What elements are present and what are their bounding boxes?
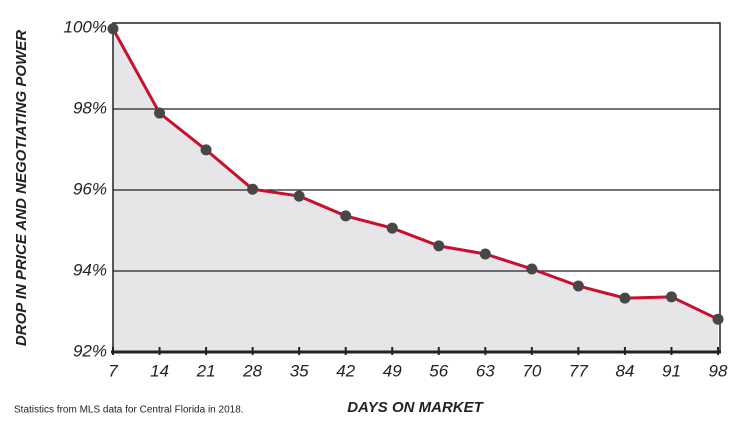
- y-tick-label: 94%: [73, 260, 107, 279]
- point: [526, 263, 538, 275]
- y-tick-label: 100%: [64, 17, 107, 36]
- point: [665, 291, 677, 303]
- point: [154, 107, 166, 119]
- point: [619, 292, 631, 304]
- x-tick-label: 49: [383, 361, 402, 380]
- y-axis-title: DROP IN PRICE AND NEGOTIATING POWER: [13, 30, 30, 346]
- note: Statistics from MLS data for Central Flo…: [14, 405, 244, 416]
- point: [107, 23, 119, 35]
- x-tick-label: 28: [242, 361, 262, 380]
- x-tick-label: 70: [522, 361, 541, 380]
- point: [200, 144, 212, 156]
- y-tick-label: 98%: [73, 98, 107, 117]
- x-tick-label: 7: [108, 361, 118, 380]
- x-tick-label: 91: [662, 361, 681, 380]
- y-tick-label: 92%: [73, 341, 107, 360]
- point: [386, 222, 398, 234]
- x-axis-title: DAYS ON MARKET: [347, 399, 484, 416]
- y-tick-label: 96%: [73, 179, 107, 198]
- x-tick-label: 42: [336, 361, 355, 380]
- x-tick-label: 84: [615, 361, 634, 380]
- x-tick-label: 14: [150, 361, 169, 380]
- point: [247, 183, 259, 195]
- point: [340, 210, 352, 222]
- point: [572, 280, 584, 292]
- line: [111, 28, 719, 321]
- x-tick-label: 98: [709, 361, 728, 380]
- x-tick-label: 21: [196, 361, 216, 380]
- point: [479, 248, 491, 260]
- point: [433, 240, 445, 252]
- point: [712, 313, 724, 325]
- x-tick-label: 56: [429, 361, 448, 380]
- x-tick-label: 77: [569, 361, 588, 380]
- x-tick-label: 35: [290, 361, 309, 380]
- x-tick-label: 63: [476, 361, 495, 380]
- point: [293, 190, 305, 202]
